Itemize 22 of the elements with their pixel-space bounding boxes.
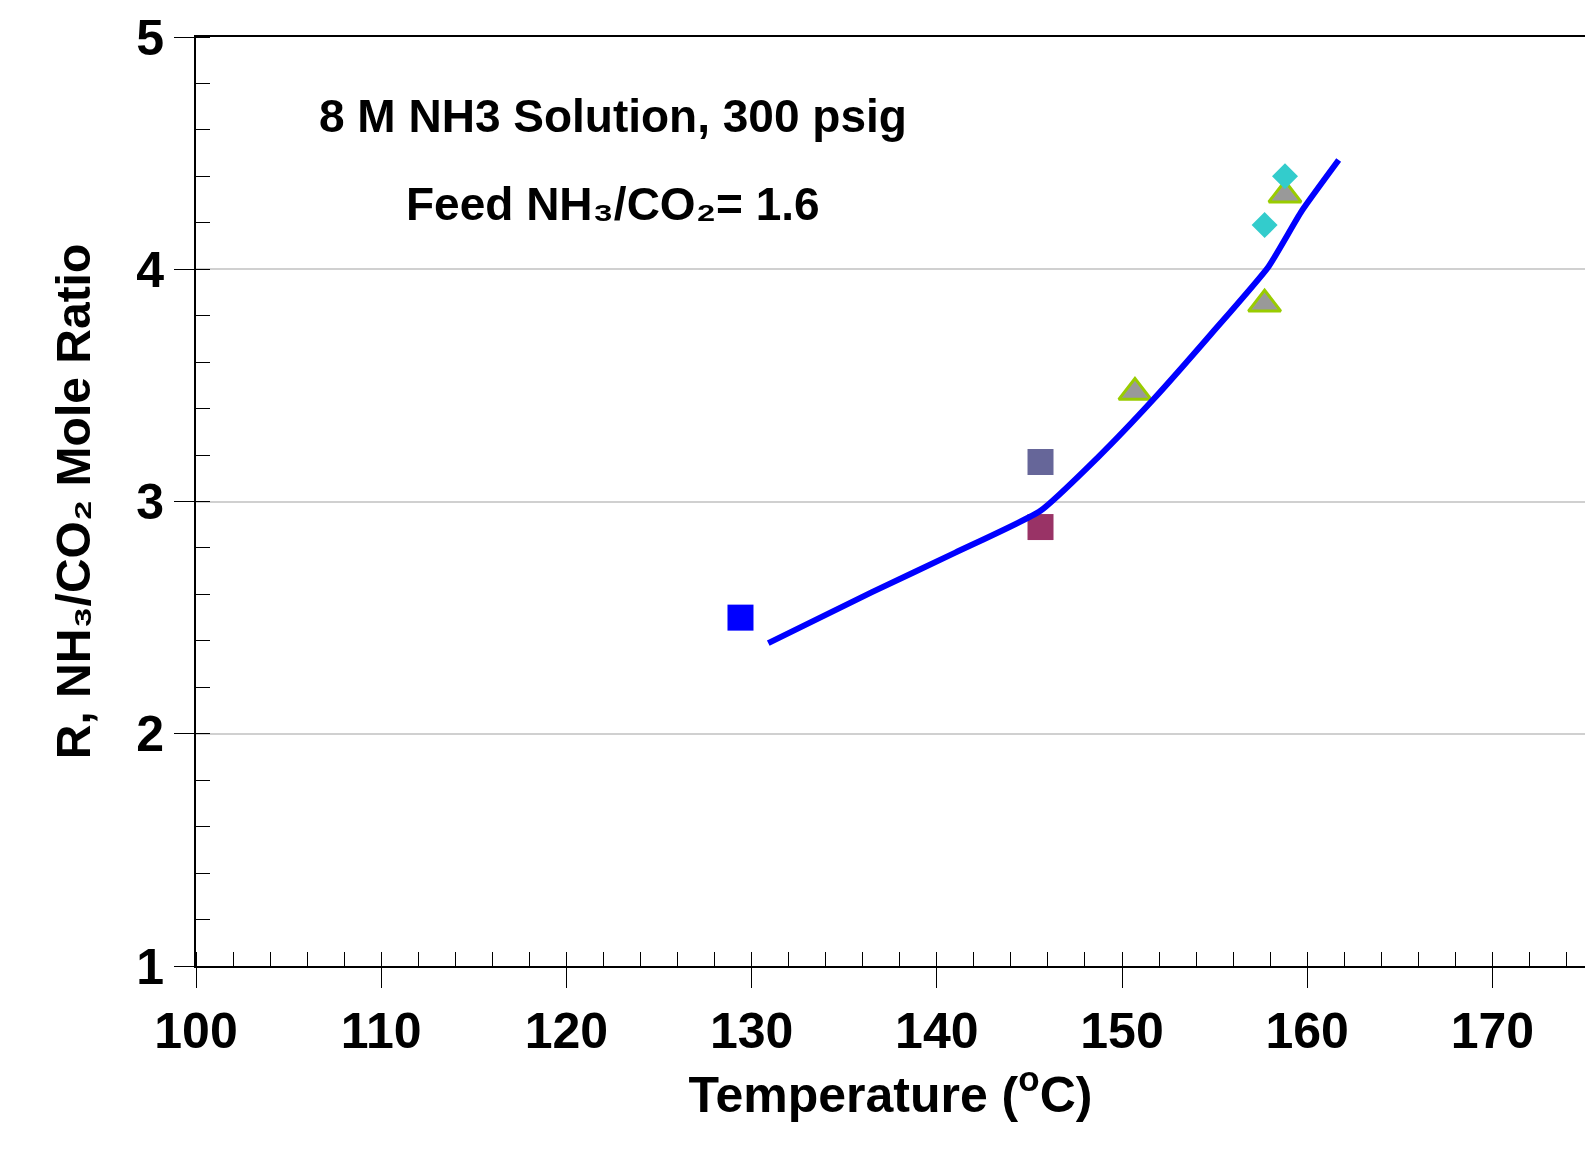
y-tick-label: 3: [136, 474, 164, 530]
x-tick-label: 160: [1265, 1003, 1349, 1059]
point: [1251, 212, 1278, 239]
point: [1027, 514, 1054, 541]
y-tick-label: 2: [136, 706, 164, 763]
x-tick-label: 120: [524, 1003, 609, 1059]
annotation: 8 M NH3 Solution, 300 psig: [319, 90, 907, 142]
y-tick-label: 5: [136, 9, 164, 66]
x-tick-label: 130: [709, 1003, 794, 1059]
x-tick-label: 100: [154, 1003, 238, 1059]
point: [1271, 163, 1298, 190]
point: [1027, 449, 1054, 476]
x-tick-label: 110: [340, 1003, 422, 1059]
y-tick-label: 1: [136, 938, 164, 995]
y-axis-title: R, NH₃/CO₂ Mole Ratio: [47, 243, 101, 760]
point: [727, 604, 754, 631]
x-tick-label: 170: [1450, 1003, 1535, 1059]
x-axis-title: Temperature ($^{o}$C): [688, 1059, 1093, 1123]
annotation: Feed NH₃/CO₂= 1.6: [406, 178, 820, 230]
x-tick-label: 140: [895, 1003, 979, 1059]
y-tick-label: 4: [136, 241, 165, 298]
x-tick-label: 150: [1080, 1003, 1164, 1059]
